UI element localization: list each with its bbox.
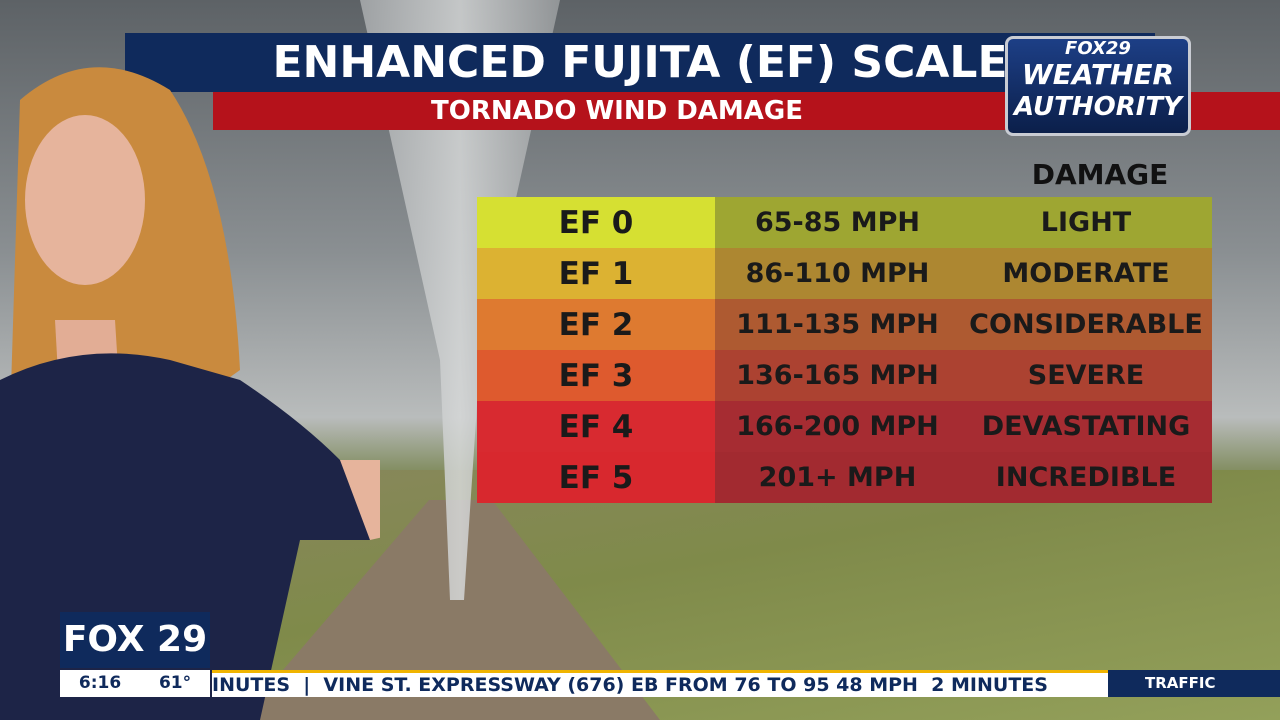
- weather-logo: FOX29 WEATHER AUTHORITY: [1005, 36, 1191, 136]
- category: EF 4: [477, 401, 715, 452]
- category: EF 0: [477, 197, 715, 248]
- damage: DEVASTATING: [960, 401, 1212, 452]
- wind-speed: 201+ MPH: [715, 452, 960, 503]
- table-row: EF 5 201+ MPH INCREDIBLE: [477, 452, 1212, 503]
- wind-speed: 136-165 MPH: [715, 350, 960, 401]
- channel-bug: FOX 29: [60, 612, 210, 668]
- ticker-segment: TRAFFIC: [1108, 670, 1280, 697]
- damage: LIGHT: [960, 197, 1212, 248]
- logo-brand: FOX29: [1065, 38, 1131, 59]
- damage: SEVERE: [960, 350, 1212, 401]
- table-row: EF 4 166-200 MPH DEVASTATING: [477, 401, 1212, 452]
- news-ticker: INUTES | VINE ST. EXPRESSWAY (676) EB FR…: [212, 670, 1108, 697]
- wind-speed: 166-200 MPH: [715, 401, 960, 452]
- column-header: DAMAGE: [1031, 158, 1169, 191]
- logo-line: WEATHER: [1021, 58, 1175, 91]
- damage: MODERATE: [960, 248, 1212, 299]
- category: EF 3: [477, 350, 715, 401]
- damage: INCREDIBLE: [960, 452, 1212, 503]
- ef-table: EF 0 65-85 MPH LIGHT EF 1 86-110 MPH MODERATE…: [477, 197, 1212, 503]
- category: EF 5: [477, 452, 715, 503]
- temperature: 61°: [158, 673, 192, 693]
- subtitle: TORNADO WIND DAMAGE: [431, 96, 804, 126]
- table-row: EF 3 136-165 MPH SEVERE: [477, 350, 1212, 401]
- time-temp: 6:16 61°: [60, 670, 210, 697]
- time: 6:16: [78, 673, 122, 693]
- table-row: EF 1 86-110 MPH MODERATE: [477, 248, 1212, 299]
- table-row: EF 2 111-135 MPH CONSIDERABLE: [477, 299, 1212, 350]
- table-row: EF 0 65-85 MPH LIGHT: [477, 197, 1212, 248]
- wind-speed: 86-110 MPH: [715, 248, 960, 299]
- logo-line: AUTHORITY: [1014, 92, 1182, 122]
- category: EF 1: [477, 248, 715, 299]
- wind-speed: 111-135 MPH: [715, 299, 960, 350]
- damage: CONSIDERABLE: [960, 299, 1212, 350]
- category: EF 2: [477, 299, 715, 350]
- wind-speed: 65-85 MPH: [715, 197, 960, 248]
- title-bar: ENHANCED FUJITA (EF) SCALE: [125, 33, 1155, 92]
